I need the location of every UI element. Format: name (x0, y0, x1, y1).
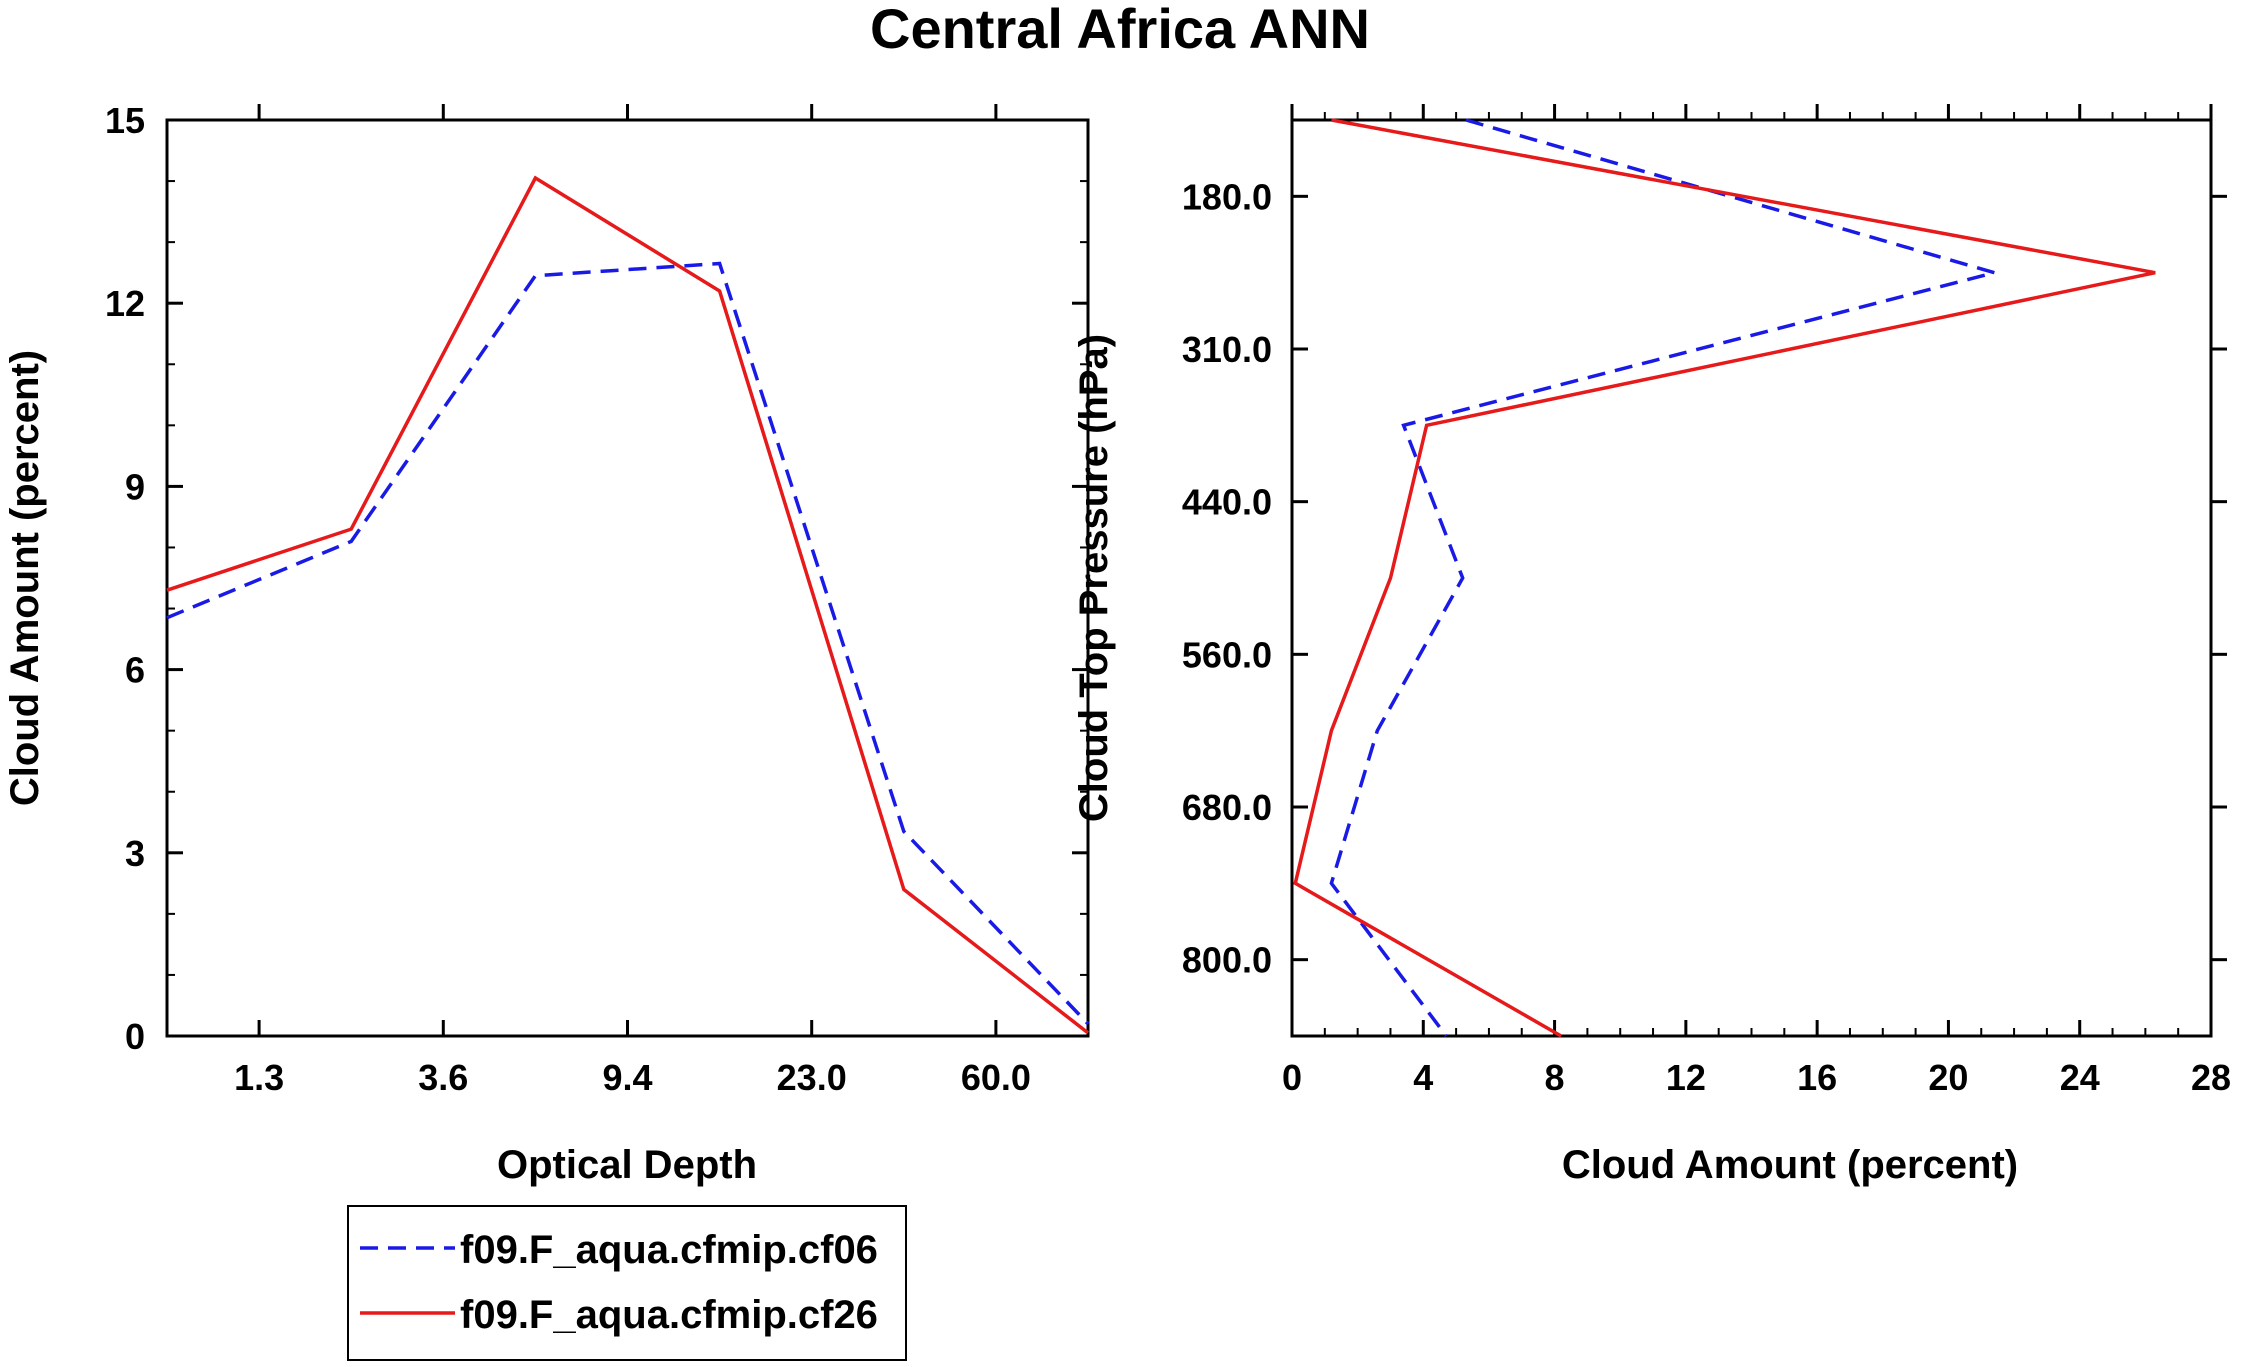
right-x-tick-label: 8 (1545, 1057, 1565, 1098)
right-x-axis-label: Cloud Amount (percent) (1562, 1143, 2018, 1187)
left-x-tick-label: 23.0 (777, 1057, 847, 1098)
left-y-axis-label: Cloud Amount (percent) (3, 350, 47, 806)
left-y-tick-label: 0 (125, 1016, 145, 1057)
right-y-tick-label: 180.0 (1182, 176, 1272, 217)
chart-title: Central Africa ANN (870, 0, 1370, 60)
left-x-tick-label: 1.3 (234, 1057, 284, 1098)
right-x-tick-label: 24 (2060, 1057, 2100, 1098)
left-series-line-cf26 (166, 175, 1090, 1035)
right-x-tick-label: 28 (2191, 1057, 2231, 1098)
left-plot-frame (165, 118, 1090, 1038)
right-y-tick-label: 680.0 (1182, 787, 1272, 828)
left-series-line-cf06 (166, 261, 1090, 1026)
left-x-tick-label: 9.4 (602, 1057, 652, 1098)
right-series-line-cf26 (1293, 118, 2156, 1038)
legend-box (347, 1205, 907, 1361)
right-x-tick-label: 0 (1282, 1057, 1302, 1098)
left-x-axis-label: Optical Depth (497, 1143, 757, 1187)
left-x-tick-label: 3.6 (418, 1057, 468, 1098)
right-series-line-cf06 (1329, 118, 2002, 1038)
legend: f09.F_aqua.cfmip.cf06 f09.F_aqua.cfmip.c… (347, 1205, 907, 1361)
left-y-tick-label: 9 (125, 466, 145, 507)
legend-label-cf26: f09.F_aqua.cfmip.cf26 (460, 1293, 878, 1337)
right-y-axis-label: Cloud Top Pressure (hPa) (1072, 334, 1116, 822)
right-y-tick-label: 560.0 (1182, 634, 1272, 675)
right-y-tick-label: 310.0 (1182, 329, 1272, 370)
left-y-tick-label: 15 (105, 100, 145, 141)
right-y-tick-label: 800.0 (1182, 940, 1272, 981)
right-x-tick-label: 20 (1928, 1057, 1968, 1098)
right-x-tick-label: 4 (1413, 1057, 1433, 1098)
left-y-tick-label: 3 (125, 833, 145, 874)
legend-label-cf06: f09.F_aqua.cfmip.cf06 (460, 1228, 878, 1272)
right-x-tick-label: 12 (1666, 1057, 1706, 1098)
right-chart: 0 4 8 12 16 20 24 28 180.0 310.0 440.0 560.0 680.0 80… (1072, 104, 2231, 1187)
right-y-tick-label: 440.0 (1182, 482, 1272, 523)
left-x-tick-label: 60.0 (961, 1057, 1031, 1098)
right-x-tick-label: 16 (1797, 1057, 1837, 1098)
left-y-tick-label: 12 (105, 283, 145, 324)
left-y-tick-label: 6 (125, 650, 145, 691)
